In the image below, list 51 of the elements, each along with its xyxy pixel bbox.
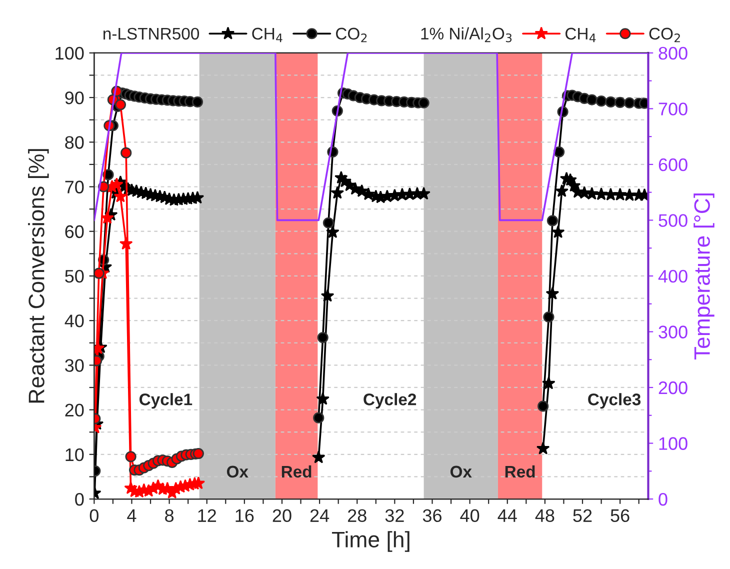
x-tick-label: 0 bbox=[90, 509, 98, 522]
x-tick-label: 40 bbox=[460, 509, 480, 522]
y2-axis-title: Temperature [°C] bbox=[694, 193, 714, 360]
y2-tick-label: 700 bbox=[658, 102, 688, 116]
y-tick-label: 20 bbox=[65, 404, 84, 417]
y-tick-label: 30 bbox=[65, 359, 84, 372]
y2-tick-label: 400 bbox=[658, 270, 688, 283]
text: 1% Ni/Al$_{2}$O$_{3}$ bbox=[421, 27, 512, 42]
band-label: Ox bbox=[226, 466, 248, 478]
x-axis-title: Time [h] bbox=[332, 531, 410, 552]
legend-label: CH$_{4}$ bbox=[252, 28, 282, 42]
y-tick-label: 50 bbox=[65, 270, 84, 283]
y-tick-label: 80 bbox=[65, 136, 84, 149]
x-tick-label: 20 bbox=[272, 509, 292, 522]
legend-label: CO$_{2}$ bbox=[649, 28, 680, 42]
x-tick-label: 4 bbox=[127, 509, 136, 522]
y-tick-label: 10 bbox=[66, 448, 84, 462]
band-label: Red bbox=[282, 465, 312, 478]
annotation: Cycle3 bbox=[588, 393, 641, 409]
x-tick-label: 36 bbox=[422, 509, 442, 522]
band-label: Ox bbox=[450, 466, 472, 478]
annotation: Cycle1 bbox=[140, 393, 192, 409]
x-tick-label: 56 bbox=[610, 509, 630, 522]
y-tick-label: 40 bbox=[64, 314, 84, 328]
y2-tick-label: 300 bbox=[658, 326, 688, 338]
legend-label: CH$_{4}$ bbox=[566, 28, 596, 42]
y2-tick-label: 200 bbox=[658, 381, 688, 394]
x-tick-label: 12 bbox=[198, 509, 216, 522]
x-tick-label: 44 bbox=[498, 509, 517, 522]
x-tick-label: 28 bbox=[348, 509, 366, 522]
x-tick-label: 48 bbox=[535, 509, 554, 522]
x-tick-label: 8 bbox=[165, 509, 174, 522]
x-tick-label: 32 bbox=[385, 509, 404, 522]
y-tick-label: 100 bbox=[56, 46, 84, 60]
legend-label: CO$_{2}$ bbox=[336, 28, 367, 42]
y2-tick-label: 600 bbox=[658, 158, 688, 172]
y-axis-title: Reactant Conversions [%] bbox=[28, 149, 49, 403]
y-tick-label: 90 bbox=[65, 91, 84, 104]
annotation: Cycle2 bbox=[364, 393, 416, 409]
x-tick-label: 16 bbox=[236, 509, 254, 522]
text: n-LSTNR500 bbox=[104, 28, 200, 40]
band-label: Red bbox=[505, 465, 535, 478]
y-tick-label: 0 bbox=[75, 492, 84, 506]
y2-tick-label: 0 bbox=[658, 492, 668, 506]
y2-tick-label: 500 bbox=[658, 214, 688, 227]
y2-tick-label: 100 bbox=[659, 437, 688, 450]
x-tick-label: 52 bbox=[573, 509, 592, 522]
y2-tick-label: 800 bbox=[658, 46, 688, 60]
x-tick-label: 24 bbox=[310, 509, 330, 522]
y-tick-label: 70 bbox=[65, 180, 84, 194]
y-tick-label: 60 bbox=[65, 225, 84, 238]
